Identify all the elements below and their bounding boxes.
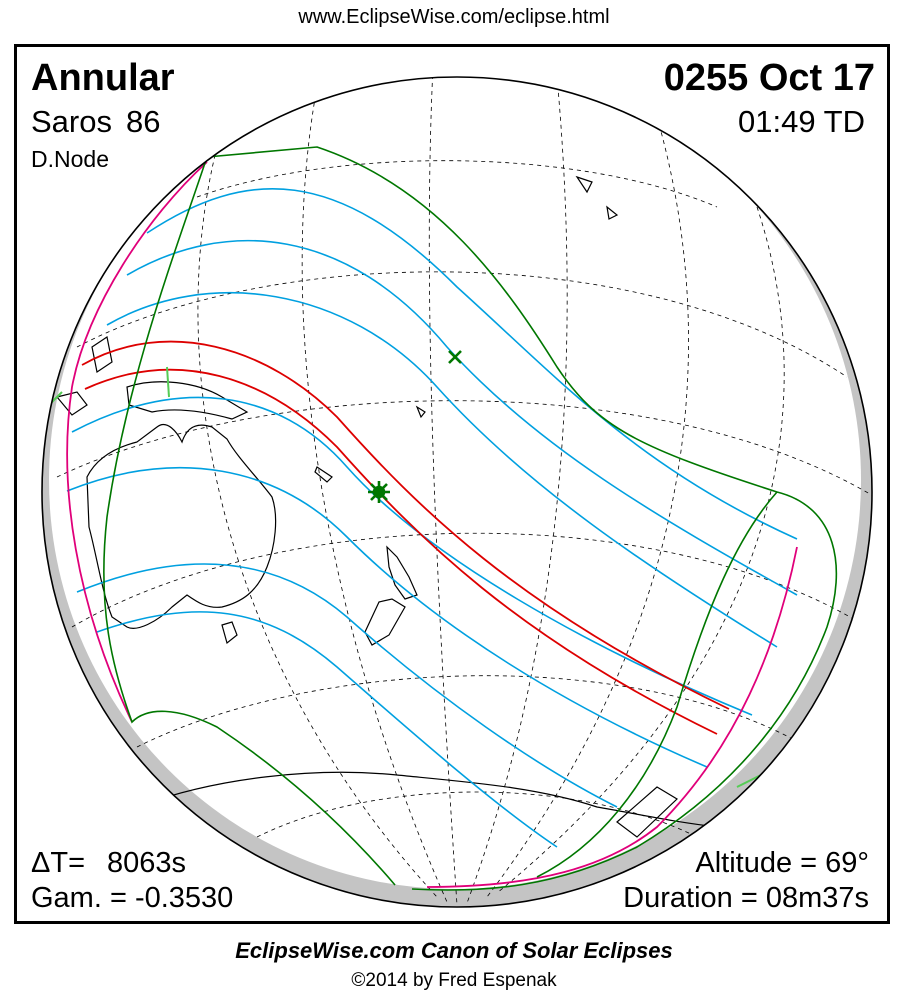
- sunrise-curve: [66, 161, 208, 723]
- delta-t: ΔT= 8063s: [31, 847, 186, 880]
- penumbra-outer: [206, 146, 838, 891]
- penumbral-limit: [126, 239, 798, 596]
- sunrise-sunset-curves: [66, 161, 798, 888]
- saros-number: 86: [125, 104, 161, 139]
- parallel: [76, 271, 848, 378]
- star-icon: [368, 481, 390, 503]
- penumbral-limit: [96, 611, 558, 848]
- globe-outline: [41, 76, 873, 908]
- eclipse-map-frame: Annular Saros 86 D.Node 0255 Oct 17 01:49…: [14, 44, 890, 924]
- graticule: [56, 77, 872, 906]
- penumbral-limit: [66, 467, 708, 768]
- eclipse-time: 01:49 TD: [738, 104, 865, 139]
- globe-map: [41, 71, 873, 908]
- meridian: [428, 77, 458, 906]
- central-path-lines: [81, 340, 730, 735]
- saros-label: Saros: [31, 104, 112, 139]
- parallel: [136, 675, 808, 748]
- penumbral-limit: [146, 188, 798, 540]
- meridian: [301, 86, 448, 903]
- fiji-coast: [415, 405, 426, 419]
- penumbral-limit: [71, 396, 753, 716]
- meridian: [486, 116, 689, 898]
- eclipse-date: 0255 Oct 17: [663, 57, 875, 99]
- new-zealand-north: [386, 545, 418, 600]
- copyright: ©2014 by Fred Espenak: [351, 970, 557, 991]
- australia-coast: [86, 423, 277, 629]
- parallel: [71, 532, 868, 628]
- eclipse-type: Annular: [31, 57, 175, 99]
- parallel: [196, 160, 718, 208]
- x-icon: [448, 350, 462, 364]
- canon-title: EclipseWise.com Canon of Solar Eclipses: [235, 938, 673, 963]
- penumbral-limit: [106, 292, 778, 648]
- parallel: [56, 400, 872, 498]
- gamma-value: Gam. = -0.3530: [31, 882, 234, 914]
- central-path-south-limit: [84, 368, 718, 735]
- delta-t-label: ΔT=: [31, 847, 86, 879]
- meridian: [466, 77, 568, 904]
- new-guinea-coast: [126, 381, 249, 420]
- penumbral-limit: [76, 563, 618, 808]
- coastlines: [55, 175, 872, 838]
- antarctic-peninsula: [616, 786, 678, 838]
- central-path-north-limit: [81, 340, 730, 710]
- tasmania-coast: [221, 621, 238, 645]
- altitude-value: Altitude = 69°: [695, 847, 869, 879]
- new-caledonia-coast: [314, 466, 333, 483]
- meridian: [496, 206, 785, 894]
- north-islands: [575, 175, 619, 220]
- penumbra-inner: [103, 156, 396, 886]
- duration-value: Duration = 08m37s: [623, 882, 869, 914]
- sunset-curve: [426, 546, 798, 888]
- saros-line: Saros 86: [31, 104, 160, 140]
- node-label: D.Node: [31, 146, 109, 172]
- penumbral-limit-lines: [66, 188, 798, 848]
- site-url: www.EclipseWise.com/eclipse.html: [298, 6, 610, 28]
- penumbra-east-loop: [536, 491, 778, 878]
- delta-t-value: 8063s: [107, 847, 187, 879]
- night-shade: [42, 71, 872, 907]
